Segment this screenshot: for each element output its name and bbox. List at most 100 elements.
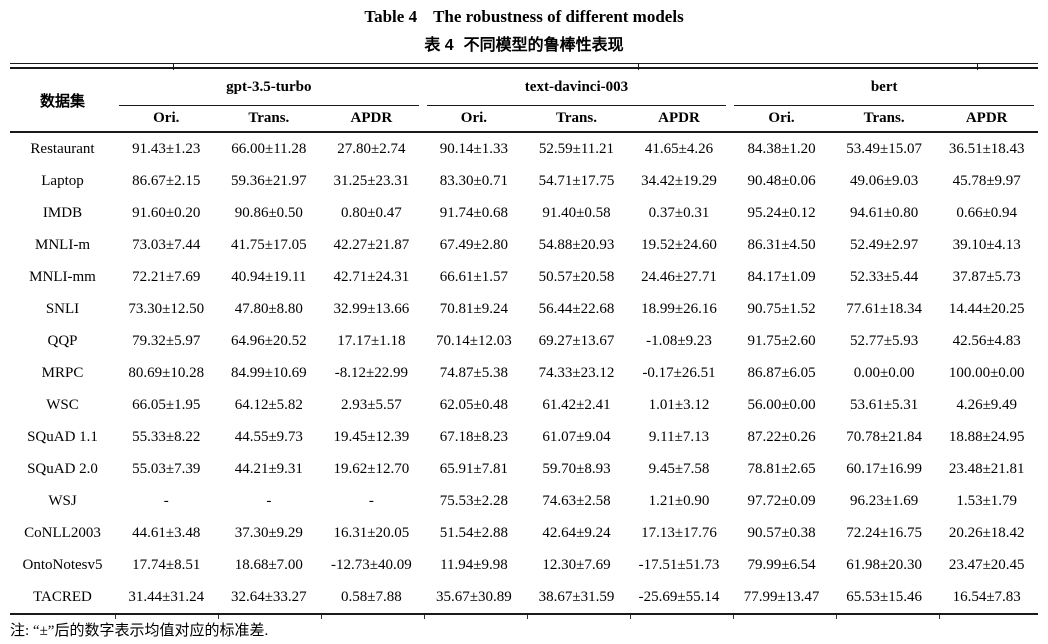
header-group-bert: bert xyxy=(730,69,1038,106)
table-cell: 91.75±2.60 xyxy=(747,332,816,349)
table-cell: 90.14±1.33 xyxy=(439,140,509,157)
table-row: TACRED 31.44±31.24 32.64±33.27 0.58±7.88 35.… xyxy=(10,581,1038,614)
table-cell: 39.10±4.13 xyxy=(952,236,1021,253)
table-cell: 73.30±12.50 xyxy=(128,300,205,317)
table-cell: 59.36±21.97 xyxy=(230,172,307,189)
table-cell: 56.00±0.00 xyxy=(747,396,816,413)
table-cell: 9.11±7.13 xyxy=(648,428,710,445)
group-label: gpt-3.5-turbo xyxy=(119,69,419,106)
table-row: QQP 79.32±5.97 64.96±20.52 17.17±1.18 70.14±… xyxy=(10,325,1038,357)
table-cell: 1.53±1.79 xyxy=(956,492,1018,509)
dataset-label: Laptop xyxy=(41,172,84,189)
table-cell: 84.99±10.69 xyxy=(230,364,307,381)
rule-tick xyxy=(977,64,978,70)
table-cell: 44.55±9.73 xyxy=(234,428,303,445)
table-row: WSC 66.05±1.95 64.12±5.82 2.93±5.57 62.05±0.… xyxy=(10,389,1038,421)
table-cell: 55.03±7.39 xyxy=(132,460,201,477)
table-cell: 84.17±1.09 xyxy=(747,268,816,285)
table-cell: 37.30±9.29 xyxy=(234,524,303,541)
table-cell: -0.17±26.51 xyxy=(642,364,716,381)
table-cell: 66.00±11.28 xyxy=(231,140,307,157)
table-cell: 18.88±24.95 xyxy=(948,428,1025,445)
table-cell: 54.88±20.93 xyxy=(538,236,615,253)
dataset-label: TACRED xyxy=(33,588,92,605)
table-cell: 2.93±5.57 xyxy=(341,396,402,413)
table-cell: 70.81±9.24 xyxy=(439,300,509,317)
table-cell: 14.44±20.25 xyxy=(948,300,1025,317)
table-cell: 41.75±17.05 xyxy=(230,236,307,253)
table-cell: 74.87±5.38 xyxy=(439,364,509,381)
table-body: Restaurant 91.43±1.23 66.00±11.28 27.80±2.7… xyxy=(10,132,1038,614)
table-cell: 69.27±13.67 xyxy=(538,332,615,349)
column-header-ori: Ori. xyxy=(422,106,526,133)
dataset-label: SNLI xyxy=(45,300,80,317)
table-cell: 32.99±13.66 xyxy=(333,300,410,317)
table-cell: 17.74±8.51 xyxy=(132,556,201,573)
table-row: MNLI-mm 72.21±7.69 40.94±19.11 42.71±24.31 6… xyxy=(10,261,1038,293)
table-cell: 19.52±24.60 xyxy=(641,236,717,253)
table-cell: 74.33±23.12 xyxy=(538,364,615,381)
table-cell: 91.60±0.20 xyxy=(132,204,201,221)
column-header-apdr: APDR xyxy=(627,106,731,133)
table-title-zh: 表 4 不同模型的鲁棒性表现 xyxy=(0,36,1048,56)
group-header-row: 数据集 gpt-3.5-turbo text-davinci-003 bert xyxy=(10,69,1038,133)
table-cell: 24.46±27.71 xyxy=(641,268,717,285)
table-cell: 83.30±0.71 xyxy=(439,172,509,189)
table-cell: 0.80±0.47 xyxy=(341,204,402,221)
table-cell: 1.21±0.90 xyxy=(648,492,710,509)
header-group-gpt-3.5-turbo: gpt-3.5-turbo xyxy=(115,69,423,106)
table-cell: 86.31±4.50 xyxy=(747,236,816,253)
table-cell: 86.67±2.15 xyxy=(132,172,201,189)
table-cell: 1.01±3.12 xyxy=(648,396,710,413)
table-cell: 84.38±1.20 xyxy=(747,140,816,157)
table-cell: 61.98±20.30 xyxy=(846,556,922,573)
table-cell: 9.45±7.58 xyxy=(648,460,710,477)
table-cell: 95.24±0.12 xyxy=(747,204,816,221)
table-row: SQuAD 2.0 55.03±7.39 44.21±9.31 19.62±12.70… xyxy=(10,453,1038,485)
table-cell: 27.80±2.74 xyxy=(337,140,406,157)
table-cell: 70.14±12.03 xyxy=(436,332,512,349)
table-cell: - xyxy=(163,492,169,509)
table-row: WSJ - - - 75.53±2.28 74.63±2.58 1.21±0.90 97.72… xyxy=(10,485,1038,517)
table-cell: 91.40±0.58 xyxy=(542,204,611,221)
table-cell: 96.23±1.69 xyxy=(849,492,919,509)
table-cell: 17.13±17.76 xyxy=(641,524,717,541)
table-footnote: 注: “±”后的数字表示均值对应的标准差. xyxy=(10,623,269,639)
table-cell: 23.48±21.81 xyxy=(948,460,1025,477)
dataset-label: Restaurant xyxy=(30,140,95,157)
table-cell: 72.21±7.69 xyxy=(132,268,201,285)
table-cell: 31.25±23.31 xyxy=(333,172,410,189)
table-row: SQuAD 1.1 55.33±8.22 44.55±9.73 19.45±12.39… xyxy=(10,421,1038,453)
table-header: 数据集 gpt-3.5-turbo text-davinci-003 bert … xyxy=(10,69,1038,133)
table-cell: 67.49±2.80 xyxy=(439,236,509,253)
column-header-trans: Trans. xyxy=(832,106,936,133)
table-cell: 12.30±7.69 xyxy=(542,556,611,573)
table-cell: 77.61±18.34 xyxy=(846,300,922,317)
table-title-en: Table 4 The robustness of different model… xyxy=(0,7,1048,27)
table-cell: 31.44±31.24 xyxy=(128,588,205,605)
table-cell: 80.69±10.28 xyxy=(128,364,205,381)
table-cell: 86.87±6.05 xyxy=(747,364,816,381)
table-cell: 47.80±8.80 xyxy=(234,300,303,317)
column-header-apdr: APDR xyxy=(320,106,423,133)
table-cell: 45.78±9.97 xyxy=(952,172,1021,189)
dataset-label: CoNLL2003 xyxy=(24,524,101,541)
table-cell: 90.48±0.06 xyxy=(747,172,816,189)
table-row: Restaurant 91.43±1.23 66.00±11.28 27.80±2.7… xyxy=(10,132,1038,165)
table-row: IMDB 91.60±0.20 90.86±0.50 0.80±0.47 91.74±0… xyxy=(10,197,1038,229)
table-cell: 54.71±17.75 xyxy=(538,172,615,189)
table-cell: 19.62±12.70 xyxy=(333,460,410,477)
table-row: MRPC 80.69±10.28 84.99±10.69 -8.12±22.99 74.… xyxy=(10,357,1038,389)
table-cell: 62.05±0.48 xyxy=(439,396,509,413)
table-row: SNLI 73.30±12.50 47.80±8.80 32.99±13.66 70.8… xyxy=(10,293,1038,325)
table-cell: 61.42±2.41 xyxy=(542,396,611,413)
dataset-label: MNLI-m xyxy=(35,236,90,253)
table-cell: -1.08±9.23 xyxy=(646,332,712,349)
table-cell: 42.64±9.24 xyxy=(542,524,611,541)
column-header-ori: Ori. xyxy=(730,106,833,133)
table-cell: 44.61±3.48 xyxy=(132,524,201,541)
table-cell: 50.57±20.58 xyxy=(538,268,615,285)
table-cell: 53.49±15.07 xyxy=(846,140,922,157)
table-cell: 18.99±26.16 xyxy=(641,300,717,317)
table-cell: 87.22±0.26 xyxy=(747,428,816,445)
